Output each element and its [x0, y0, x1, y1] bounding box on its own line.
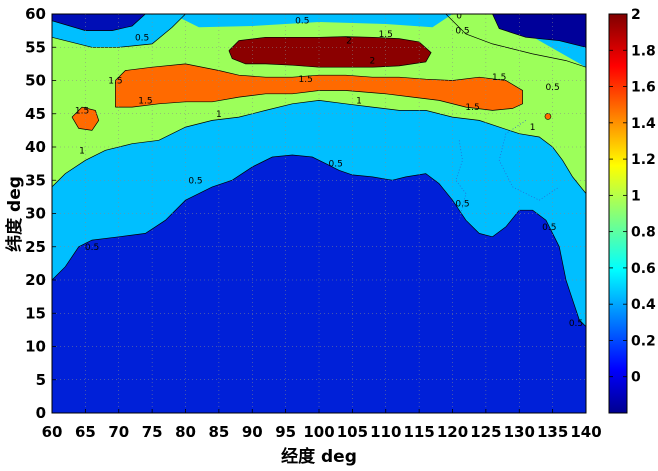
y-tick-label-7: 35: [25, 171, 46, 189]
contour-labels: 0.5 0.5 0.5 0.5 0.5 0.5 1 1 1 1 1.5 1.5 1.5 1.5 1.5 1.5…: [75, 11, 583, 329]
y-axis-ticks: 0 5 10 15 20 25 30 35 40 45 50 55 60: [25, 5, 56, 422]
contour-label-5: 0.5: [569, 319, 583, 329]
x-tick-label-16: 140: [570, 423, 601, 441]
contour-label-3: 0.5: [455, 200, 469, 210]
x-tick-label-8: 100: [303, 423, 334, 441]
contour-line-2: [115, 63, 523, 111]
contour-line-5: [52, 14, 146, 31]
x-tick-label-2: 70: [108, 423, 129, 441]
contour-line-6: [52, 14, 186, 48]
x-tick-label-15: 135: [537, 423, 568, 441]
contour-label-7: 1: [216, 110, 222, 120]
contour-fill-top-0-5-mid: [172, 14, 453, 28]
y-tick-label-1: 5: [36, 371, 46, 389]
y-tick-label-5: 25: [25, 238, 46, 256]
contour-line-8: [445, 14, 586, 68]
colorbar-tick-label-5: 1: [631, 188, 641, 204]
y-tick-label-2: 10: [25, 338, 46, 356]
contour-label-1: 0.5: [188, 176, 202, 186]
contour-label-15: 1.5: [465, 103, 479, 113]
contour-label-21: 0.5: [135, 33, 149, 43]
contour-fill-1-5: [115, 63, 523, 111]
x-tick-label-7: 95: [275, 423, 296, 441]
contour-label-22: 0: [456, 11, 462, 21]
contour-label-0: 0.5: [85, 243, 99, 253]
y-tick-label-11: 55: [25, 38, 46, 56]
contour-lines: [52, 14, 586, 327]
contour-fill-1-5-spot: [544, 113, 552, 120]
colorbar-tick-label-2: 0.4: [631, 297, 656, 313]
contour-fill-top-right-darkest: [492, 14, 586, 48]
contour-fill-2: [228, 36, 432, 68]
x-tick-label-14: 130: [504, 423, 535, 441]
grid-lines: [52, 14, 586, 413]
contour-label-4: 0.5: [542, 223, 556, 233]
colorbar-ticks: 0 0.2 0.4 0.6 0.8 1 1.2 1.4 1.6 1.8 2: [609, 7, 656, 386]
contour-label-20: 0.5: [455, 27, 469, 37]
contour-line-3: [228, 36, 432, 68]
y-tick-label-8: 40: [25, 138, 46, 156]
colorbar-tick-label-0: 0: [631, 370, 641, 386]
colorbar-tick-label-1: 0.2: [631, 333, 656, 349]
colorbar-tick-label-4: 0.8: [631, 225, 656, 241]
x-tick-label-9: 105: [337, 423, 368, 441]
y-tick-label-0: 0: [36, 404, 46, 422]
contour-label-11: 1.5: [298, 75, 312, 85]
x-tick-label-0: 60: [42, 423, 63, 441]
x-tick-label-3: 75: [142, 423, 163, 441]
y-tick-label-4: 20: [25, 271, 46, 289]
colorbar-tick-label-10: 2: [631, 7, 641, 23]
x-tick-label-12: 120: [437, 423, 468, 441]
contour-label-8: 1: [356, 96, 362, 106]
x-tick-label-6: 90: [242, 423, 263, 441]
contour-label-23: 0.5: [545, 83, 559, 93]
contour-label-12: 1.5: [492, 73, 506, 83]
contour-label-6: 1: [79, 146, 85, 156]
y-tick-label-6: 30: [25, 205, 46, 223]
contour-label-19: 0.5: [295, 17, 309, 27]
contour-line-0: [52, 154, 586, 327]
y-tick-label-3: 15: [25, 304, 46, 322]
plot-area: 0.5 0.5 0.5 0.5 0.5 0.5 1 1 1 1 1.5 1.5 1.5 1.5 1.5 1.5…: [51, 11, 587, 414]
colorbar-tick-label-8: 1.6: [631, 80, 656, 96]
colorbar-tick-label-6: 1.2: [631, 152, 656, 168]
contour-label-9: 1: [530, 123, 536, 133]
contour-line-4: [71, 106, 100, 131]
x-tick-label-10: 110: [370, 423, 401, 441]
x-tick-label-13: 125: [470, 423, 501, 441]
contour-label-17: 2: [370, 57, 376, 67]
contour-line-1: [52, 100, 586, 194]
contour-label-10: 1.5: [138, 96, 152, 106]
colorbar-tick-label-9: 1.8: [631, 43, 656, 59]
contour-label-14: 1.5: [75, 106, 89, 116]
x-tick-label-11: 115: [403, 423, 434, 441]
x-axis-label: 经度 deg: [281, 446, 357, 467]
dotted-contour-2: [498, 120, 560, 201]
y-tick-label-10: 50: [25, 72, 46, 90]
contour-label-2: 0.5: [329, 160, 343, 170]
x-tick-label-1: 65: [75, 423, 96, 441]
contour-label-13: 1.5: [108, 77, 122, 87]
colorbar-gradient: [608, 13, 628, 414]
y-axis-label: 纬度 deg: [4, 176, 25, 252]
contour-fill-top-left-dark: [52, 14, 146, 31]
x-tick-label-5: 85: [208, 423, 229, 441]
colorbar-tick-label-7: 1.4: [631, 116, 656, 132]
x-tick-label-4: 80: [175, 423, 196, 441]
y-tick-label-9: 45: [25, 105, 46, 123]
contour-line-7: [492, 14, 586, 48]
y-tick-label-12: 60: [25, 5, 46, 23]
contour-label-18: 1.5: [379, 30, 393, 40]
colorbar-tick-label-3: 0.6: [631, 261, 656, 277]
colorbar: 0 0.2 0.4 0.6 0.8 1 1.2 1.4 1.6 1.8 2: [608, 7, 656, 414]
contour-label-16: 2: [346, 37, 352, 47]
x-axis-ticks: 60 65 70 75 80 85 90 95 100 105 110 115 120 125 130 135…: [42, 409, 602, 441]
